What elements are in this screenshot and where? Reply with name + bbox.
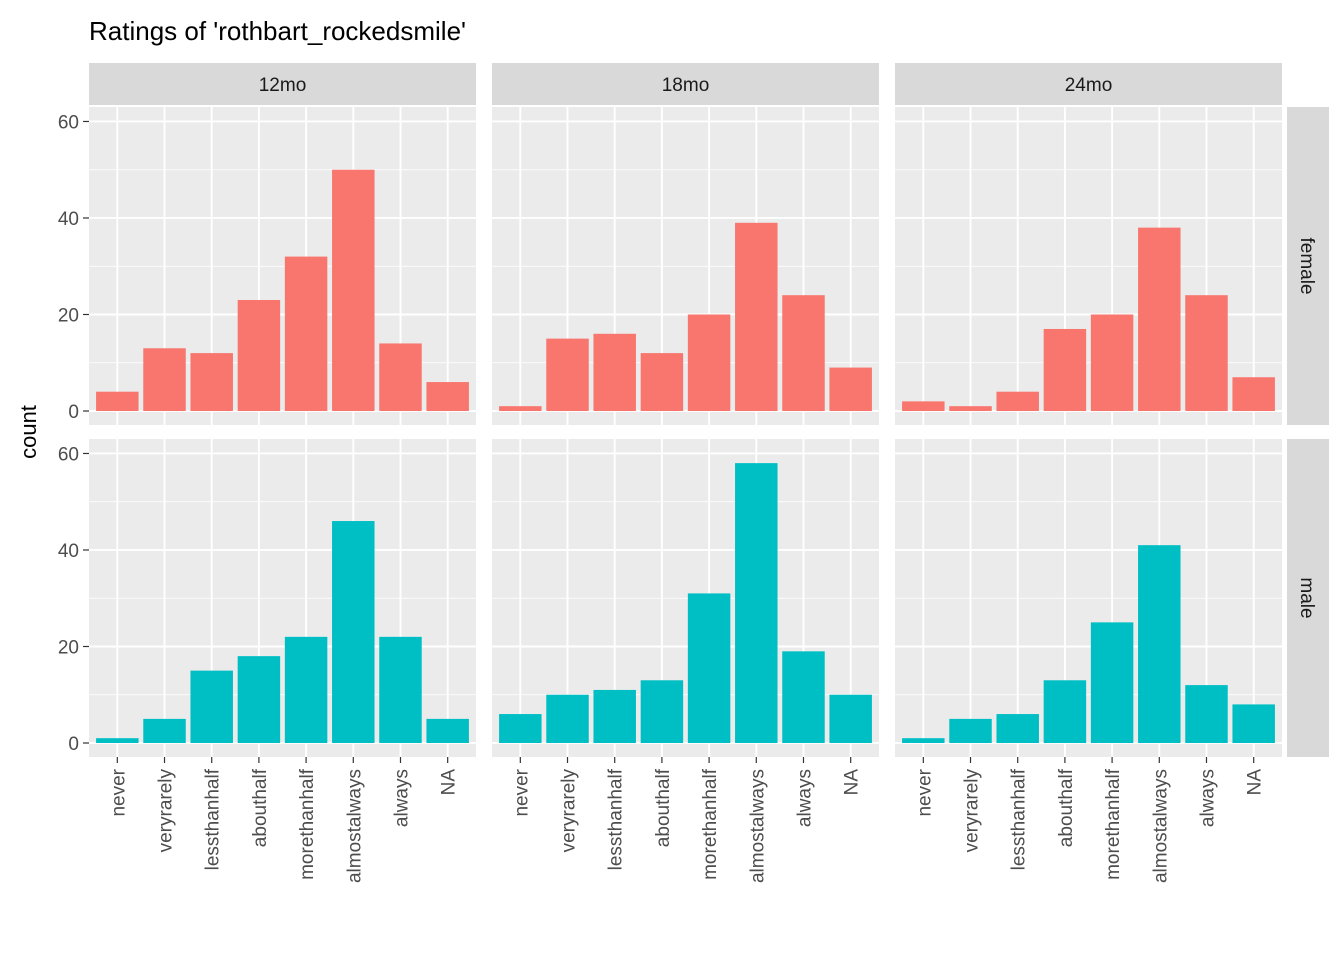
x-tick-label-abouthalf: abouthalf	[1056, 768, 1077, 847]
bar-12mo-male-almostalways	[332, 521, 375, 744]
bar-24mo-female-veryrarely	[949, 406, 992, 412]
bar-24mo-male-always	[1185, 685, 1228, 744]
facet-strip-label-24mo: 24mo	[1065, 75, 1113, 96]
x-tick-label-always: always	[794, 769, 815, 827]
x-tick-label-never: never	[108, 768, 129, 816]
x-tick-label-always: always	[391, 769, 412, 827]
bar-12mo-female-veryrarely	[143, 348, 186, 412]
bar-18mo-male-almostalways	[735, 463, 778, 744]
x-tick-label-veryrarely: veryrarely	[559, 769, 580, 853]
bar-18mo-female-veryrarely	[546, 338, 589, 412]
x-tick-label-NA: NA	[842, 769, 863, 796]
bar-18mo-male-always	[782, 651, 825, 744]
bar-24mo-male-never	[902, 738, 945, 744]
bar-18mo-male-morethanhalf	[687, 593, 731, 744]
x-tick-label-morethanhalf: morethanhalf	[1103, 768, 1124, 880]
bar-18mo-female-always	[782, 295, 825, 412]
bar-12mo-male-NA	[426, 718, 469, 744]
y-tick-label: 40	[58, 541, 79, 562]
bar-12mo-male-abouthalf	[237, 656, 281, 744]
bar-24mo-female-lessthanhalf	[996, 391, 1039, 412]
x-tick-label-almostalways: almostalways	[747, 769, 768, 883]
facet-strip-male	[1287, 439, 1329, 757]
bar-24mo-male-lessthanhalf	[996, 714, 1039, 744]
bar-18mo-male-NA	[829, 694, 872, 744]
bar-12mo-male-always	[379, 636, 422, 744]
facet-strip-18mo	[492, 63, 879, 105]
x-tick-label-always: always	[1197, 769, 1218, 827]
bar-12mo-female-morethanhalf	[284, 256, 328, 412]
bar-12mo-male-lessthanhalf	[190, 670, 233, 744]
bar-18mo-male-lessthanhalf	[593, 689, 636, 744]
bar-24mo-female-morethanhalf	[1090, 314, 1134, 412]
y-tick-label: 20	[58, 305, 79, 326]
bar-18mo-male-veryrarely	[546, 694, 589, 744]
x-tick-label-morethanhalf: morethanhalf	[297, 768, 318, 880]
bar-12mo-female-lessthanhalf	[190, 353, 233, 412]
x-tick-label-never: never	[511, 768, 532, 816]
bar-18mo-male-abouthalf	[640, 680, 684, 744]
bar-18mo-female-morethanhalf	[687, 314, 731, 412]
bar-24mo-female-always	[1185, 295, 1228, 412]
bar-24mo-male-morethanhalf	[1090, 622, 1134, 744]
y-axis-label: count	[16, 405, 41, 459]
x-tick-label-NA: NA	[1245, 769, 1266, 796]
y-tick-label: 0	[68, 402, 79, 423]
facet-strip-12mo	[89, 63, 476, 105]
bar-18mo-female-never	[499, 406, 542, 412]
bar-18mo-male-never	[499, 714, 542, 744]
facet-strip-label-18mo: 18mo	[662, 75, 710, 96]
bar-24mo-male-almostalways	[1138, 545, 1181, 744]
bar-18mo-female-lessthanhalf	[593, 333, 636, 412]
x-tick-label-almostalways: almostalways	[1150, 769, 1171, 883]
bar-24mo-male-veryrarely	[949, 718, 992, 744]
y-tick-label: 60	[58, 444, 79, 465]
bar-24mo-male-abouthalf	[1043, 680, 1087, 744]
x-tick-label-never: never	[914, 768, 935, 816]
bar-12mo-female-always	[379, 343, 422, 412]
bar-24mo-female-NA	[1232, 377, 1275, 412]
bar-12mo-male-veryrarely	[143, 718, 186, 744]
bar-24mo-female-almostalways	[1138, 227, 1181, 412]
bar-24mo-female-never	[902, 401, 945, 412]
bar-12mo-male-morethanhalf	[284, 636, 328, 744]
x-tick-label-morethanhalf: morethanhalf	[700, 768, 721, 880]
bar-18mo-female-NA	[829, 367, 872, 412]
bar-18mo-female-abouthalf	[640, 353, 684, 412]
y-tick-label: 20	[58, 637, 79, 658]
facet-strip-label-female: female	[1296, 237, 1317, 294]
x-tick-label-lessthanhalf: lessthanhalf	[203, 768, 224, 870]
bar-18mo-female-almostalways	[735, 222, 778, 412]
x-tick-label-NA: NA	[439, 769, 460, 796]
facet-strip-female	[1287, 107, 1329, 425]
bar-12mo-female-NA	[426, 382, 469, 412]
x-tick-label-abouthalf: abouthalf	[653, 768, 674, 847]
bar-24mo-female-abouthalf	[1043, 328, 1087, 412]
x-tick-label-lessthanhalf: lessthanhalf	[606, 768, 627, 870]
y-tick-label: 40	[58, 209, 79, 230]
facet-strip-label-12mo: 12mo	[259, 75, 307, 96]
panels-group: 12mo 18mo 24mo female male 0 20 40 60 0 20 40 60 neve…	[58, 63, 1329, 883]
bar-24mo-male-NA	[1232, 704, 1275, 744]
y-tick-label: 60	[58, 112, 79, 133]
bar-12mo-female-abouthalf	[237, 300, 281, 412]
x-tick-label-veryrarely: veryrarely	[962, 769, 983, 853]
x-tick-label-veryrarely: veryrarely	[156, 769, 177, 853]
facet-strip-24mo	[895, 63, 1282, 105]
x-tick-label-lessthanhalf: lessthanhalf	[1009, 768, 1030, 870]
bar-12mo-female-almostalways	[332, 169, 375, 412]
bar-12mo-male-never	[96, 738, 139, 744]
bar-12mo-female-never	[96, 391, 139, 412]
y-tick-label: 0	[68, 734, 79, 755]
facet-strip-label-male: male	[1296, 577, 1317, 618]
x-tick-label-abouthalf: abouthalf	[250, 768, 271, 847]
x-tick-label-almostalways: almostalways	[344, 769, 365, 883]
chart-title: Ratings of 'rothbart_rockedsmile'	[89, 16, 466, 46]
